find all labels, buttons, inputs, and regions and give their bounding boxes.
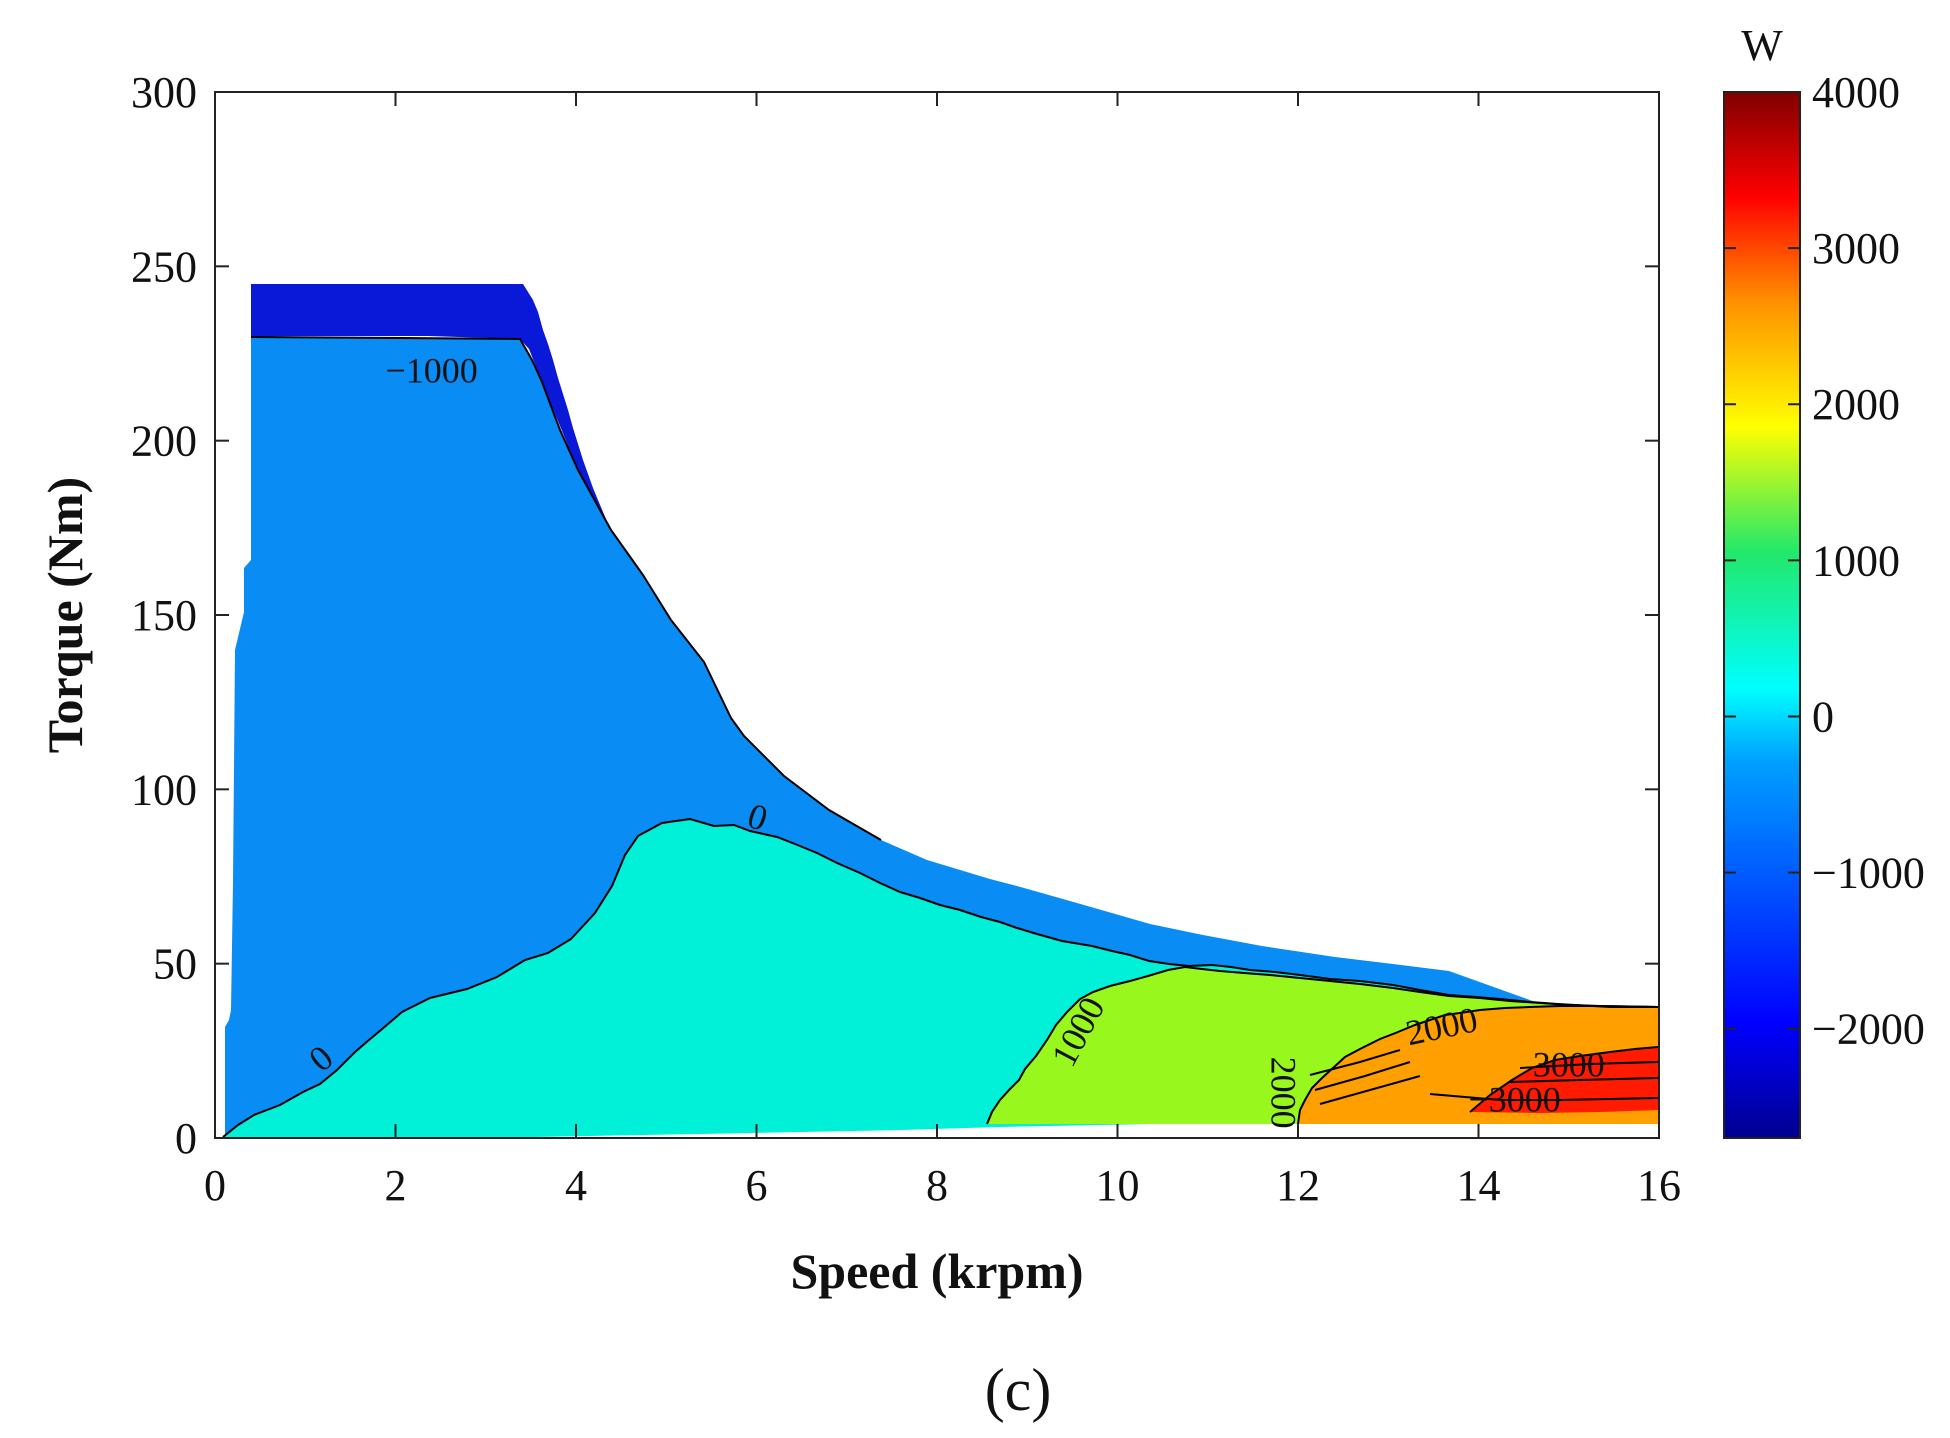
x-tick-label: 4	[565, 1161, 587, 1210]
y-tick-label: 200	[131, 417, 197, 466]
contour-label: −1000	[385, 351, 477, 391]
colorbar-tick-label: −1000	[1812, 849, 1925, 898]
colorbar-tick-label: 4000	[1812, 68, 1900, 117]
contour-striation	[1429, 1093, 1659, 1101]
x-tick-label: 14	[1457, 1161, 1501, 1210]
x-axis: 0 2 4 6 8 10 12 14 16	[204, 92, 1681, 1210]
y-axis-title: Torque (Nm)	[37, 477, 93, 753]
y-tick-label: 300	[131, 68, 197, 117]
colorbar-tick-label: −2000	[1812, 1005, 1925, 1054]
x-tick-label: 2	[385, 1161, 407, 1210]
x-tick-label: 0	[204, 1161, 226, 1210]
contour-line-1000	[986, 965, 1659, 1125]
y-tick-label: 150	[131, 591, 197, 640]
contour-line-2000	[1297, 1005, 1659, 1125]
contour-line-3000	[1469, 1046, 1659, 1113]
blank-bottom-strip	[535, 1124, 1658, 1138]
x-tick-label: 10	[1096, 1161, 1140, 1210]
y-tick-label: 50	[153, 940, 197, 989]
colorbar-ticks: 4000 3000 2000 1000 0 −1000 −2000	[1724, 68, 1925, 1054]
x-tick-label: 8	[926, 1161, 948, 1210]
contour-striation	[1509, 1077, 1659, 1083]
y-tick-label: 250	[131, 242, 197, 291]
contour-lines	[222, 336, 1659, 1138]
panel-label: (c)	[985, 1357, 1052, 1423]
colorbar-tick-label: 1000	[1812, 536, 1900, 585]
colorbar	[1723, 91, 1801, 1139]
y-axis: 0 50 100 150 200 250 300	[131, 68, 1659, 1163]
contour-label: 3000	[1533, 1045, 1605, 1085]
y-tick-label: 0	[175, 1114, 197, 1163]
contour-line-0	[222, 817, 1658, 1138]
colorbar-tick-label: 2000	[1812, 380, 1900, 429]
x-axis-title: Speed (krpm)	[790, 1243, 1083, 1299]
x-tick-label: 12	[1276, 1161, 1320, 1210]
region-neg2000-to-neg1000	[251, 284, 744, 736]
colorbar-tick-label: 0	[1812, 692, 1834, 741]
contour-label: 2000	[1264, 1057, 1304, 1129]
contour-line-neg1000	[250, 336, 882, 841]
x-tick-label: 6	[746, 1161, 768, 1210]
x-tick-label: 16	[1637, 1161, 1681, 1210]
colorbar-tick-label: 3000	[1812, 224, 1900, 273]
contour-striation	[1319, 1075, 1421, 1105]
colorbar-unit: W	[1741, 21, 1783, 70]
contour-label: −3000	[1468, 1079, 1560, 1119]
contour-striation	[1519, 1061, 1659, 1069]
contour-striation	[1314, 1061, 1411, 1091]
y-tick-label: 100	[131, 765, 197, 814]
contour-striation	[1309, 1049, 1401, 1076]
